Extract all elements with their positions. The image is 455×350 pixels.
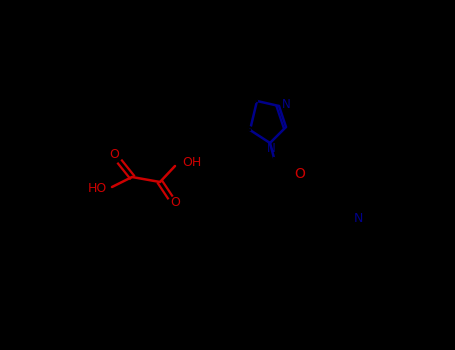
Text: N: N: [282, 98, 290, 111]
Text: O: O: [109, 148, 119, 161]
Text: O: O: [170, 196, 180, 210]
Text: OH: OH: [182, 155, 201, 168]
Text: N: N: [267, 142, 275, 155]
Text: O: O: [294, 167, 305, 181]
Text: HO: HO: [88, 182, 107, 196]
Text: N: N: [354, 212, 363, 225]
